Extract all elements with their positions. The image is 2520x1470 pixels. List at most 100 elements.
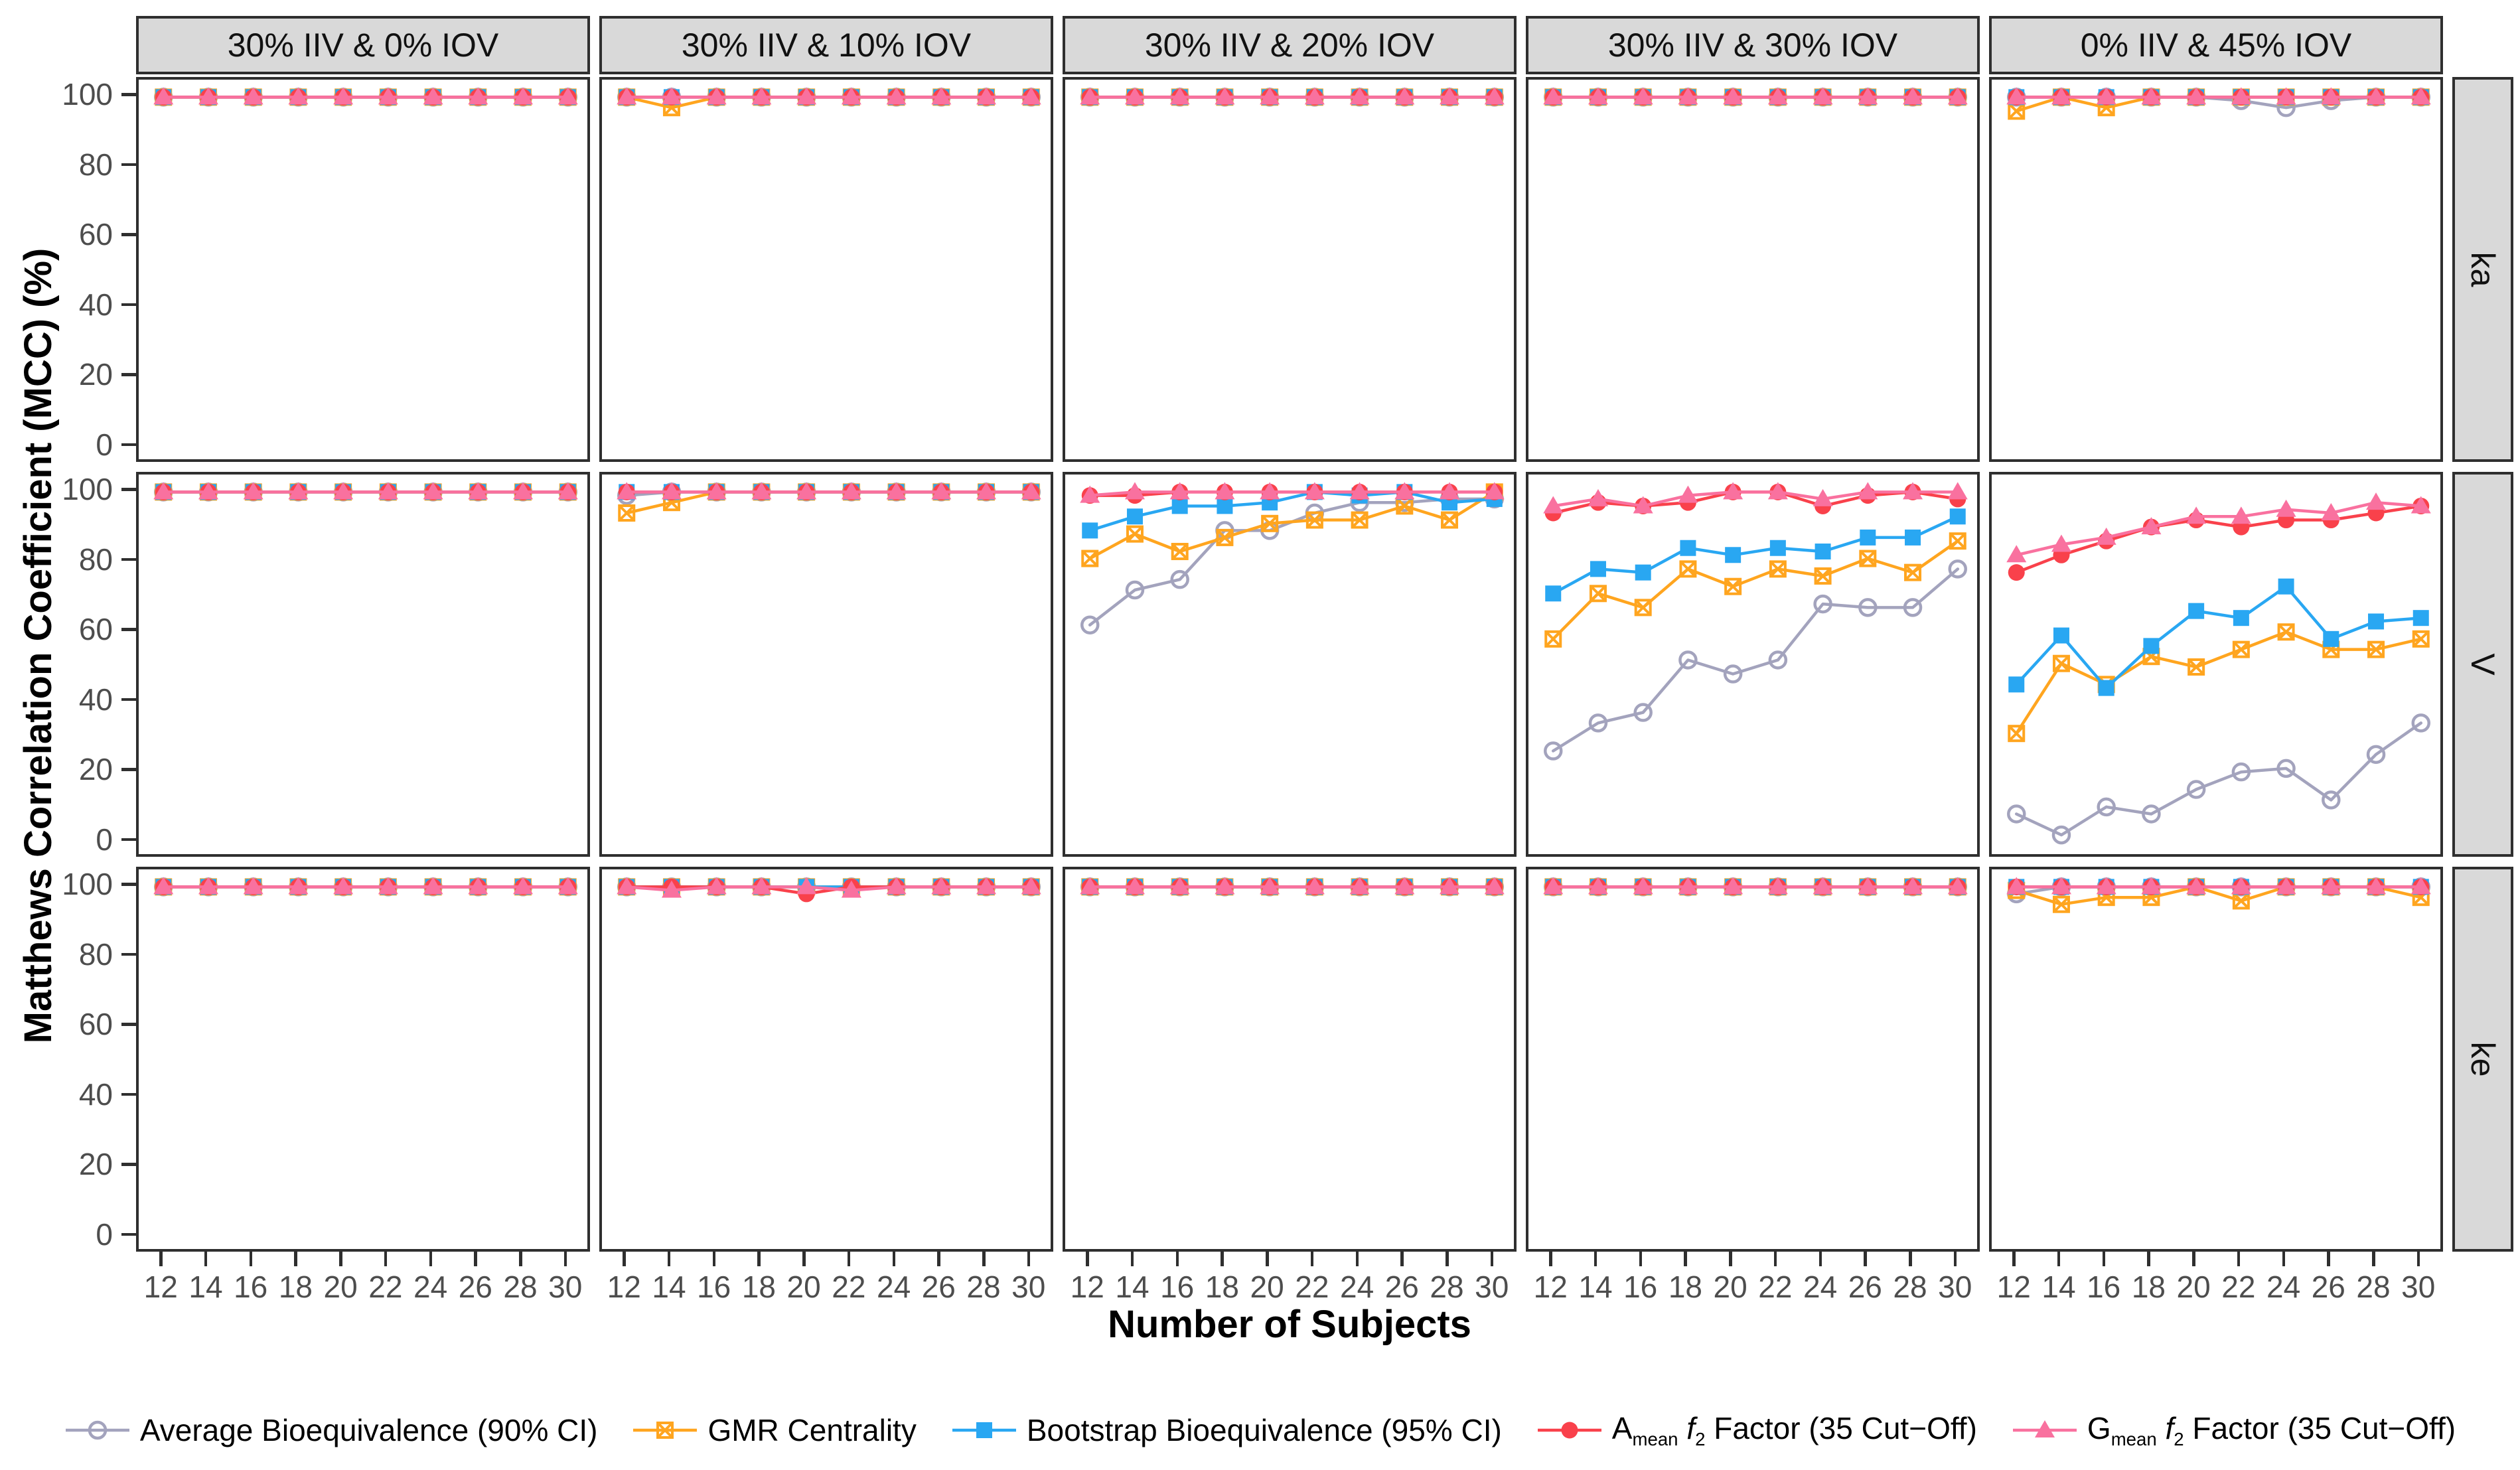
- y-tick-label: 80: [78, 936, 113, 972]
- y-tick-mark: [121, 883, 136, 886]
- series-line-boot: [1088, 490, 1497, 532]
- series-markers-gmean: [1080, 87, 1505, 105]
- series-line-gmean: [1088, 490, 1497, 497]
- col-facet-strip: 0% IIV & 45% IOV: [1989, 16, 2443, 74]
- x-tick-label: 12: [1070, 1270, 1104, 1304]
- y-tick-mark: [121, 698, 136, 701]
- series-markers-gmr: [1544, 532, 1966, 648]
- panel-plot-ka-col2: [617, 87, 1041, 117]
- legend-key-amean-icon: [1537, 1422, 1601, 1439]
- series-line-gmr: [625, 490, 1033, 515]
- series-line-abe: [2014, 96, 2423, 110]
- x-tick-mark: [204, 1252, 208, 1266]
- x-tick-mark: [1818, 1252, 1822, 1266]
- row-facet-strip: [2452, 867, 2513, 1252]
- y-tick-label: 40: [78, 287, 113, 322]
- x-tick-label: 26: [2311, 1270, 2345, 1304]
- x-tick-label: 18: [1205, 1270, 1239, 1304]
- series-markers-gmean: [2006, 877, 2431, 895]
- legend-key-gmr-icon: [633, 1422, 698, 1439]
- panel-V-col1: [136, 472, 590, 857]
- series-markers-abe: [2006, 713, 2431, 845]
- y-tick-mark: [121, 233, 136, 236]
- series-line-gmean: [2014, 500, 2423, 557]
- x-tick-label: 14: [652, 1270, 686, 1304]
- x-tick-mark: [2416, 1252, 2420, 1266]
- x-tick-mark: [1773, 1252, 1777, 1266]
- legend-item-gmr: GMR Centrality: [632, 1409, 917, 1451]
- x-tick-label: 28: [966, 1270, 1001, 1304]
- series-markers-gmr: [2008, 878, 2430, 913]
- x-tick-mark: [802, 1252, 806, 1266]
- row-facet-label: ka: [2464, 252, 2501, 287]
- y-tick-label: 40: [78, 682, 113, 717]
- y-tick-mark: [121, 838, 136, 842]
- x-tick-mark: [892, 1252, 896, 1266]
- series-markers-amean: [2008, 497, 2430, 581]
- x-tick-label: 28: [1893, 1270, 1927, 1304]
- series-line-boot: [1551, 515, 1960, 595]
- x-tick-mark: [294, 1252, 297, 1266]
- x-tick-mark: [519, 1252, 522, 1266]
- series-markers-gmr: [618, 88, 1040, 117]
- panel-ka-col2: [599, 77, 1053, 462]
- y-tick-label: 0: [96, 1216, 113, 1252]
- x-tick-label: 16: [2087, 1270, 2121, 1304]
- x-tick-mark: [1684, 1252, 1687, 1266]
- x-tick-label: 14: [2041, 1270, 2076, 1304]
- x-tick-label: 16: [697, 1270, 731, 1304]
- x-tick-mark: [384, 1252, 388, 1266]
- series-markers-gmean: [617, 87, 1041, 105]
- y-tick-label: 60: [78, 612, 113, 647]
- x-tick-mark: [712, 1252, 716, 1266]
- panel-ke-col1: [136, 867, 590, 1252]
- col-facet-strip: 30% IIV & 30% IOV: [1526, 16, 1980, 74]
- panel-ka-col3: [1063, 77, 1517, 462]
- legend: Average Bioequivalence (90% CI) GMR Centr…: [0, 1402, 2520, 1459]
- x-tick-label: 26: [458, 1270, 492, 1304]
- legend-label: GMR Centrality: [707, 1413, 917, 1447]
- x-tick-mark: [623, 1252, 626, 1266]
- x-tick-mark: [667, 1252, 671, 1266]
- series-markers-gmean: [1080, 482, 1505, 503]
- y-tick-mark: [121, 557, 136, 561]
- panel-plot-V-col2: [617, 482, 1041, 522]
- x-tick-label: 14: [1578, 1270, 1613, 1304]
- series-markers-gmr: [618, 483, 1040, 522]
- legend-item-boot: Bootstrap Bioequivalence (95% CI): [951, 1409, 1502, 1451]
- panel-plot-ke-col5: [2006, 877, 2431, 913]
- panel-plot-ke-col2: [617, 877, 1041, 903]
- x-tick-mark: [1355, 1252, 1359, 1266]
- x-tick-label: 28: [503, 1270, 538, 1304]
- x-tick-label: 22: [2221, 1270, 2256, 1304]
- y-tick-mark: [121, 1092, 136, 1096]
- x-tick-mark: [1086, 1252, 1089, 1266]
- x-tick-label: 24: [2266, 1270, 2301, 1304]
- x-tick-mark: [2057, 1252, 2061, 1266]
- panel-V-col5: [1989, 472, 2443, 857]
- x-tick-mark: [2237, 1252, 2241, 1266]
- series-line-gmean: [1551, 490, 1960, 508]
- series-line-amean: [2014, 504, 2423, 574]
- x-tick-label: 12: [1996, 1270, 2031, 1304]
- series-line-abe: [1551, 567, 1960, 753]
- x-tick-mark: [159, 1252, 163, 1266]
- panel-ke-col2: [599, 867, 1053, 1252]
- series-markers-gmean: [153, 482, 578, 500]
- x-tick-label: 30: [1475, 1270, 1509, 1304]
- series-line-gmr: [1551, 539, 1960, 641]
- series-markers-gmean: [2006, 87, 2431, 105]
- legend-key-abe-icon: [65, 1420, 129, 1440]
- x-tick-mark: [474, 1252, 477, 1266]
- y-tick-label: 0: [96, 427, 113, 462]
- y-tick-label: 20: [78, 752, 113, 787]
- x-tick-label: 18: [1668, 1270, 1702, 1304]
- y-tick-label: 100: [62, 867, 113, 902]
- x-tick-mark: [339, 1252, 342, 1266]
- panel-V-col4: [1526, 472, 1980, 857]
- y-tick-label: 40: [78, 1076, 113, 1112]
- x-tick-mark: [1400, 1252, 1404, 1266]
- x-tick-mark: [1953, 1252, 1957, 1266]
- x-tick-mark: [937, 1252, 940, 1266]
